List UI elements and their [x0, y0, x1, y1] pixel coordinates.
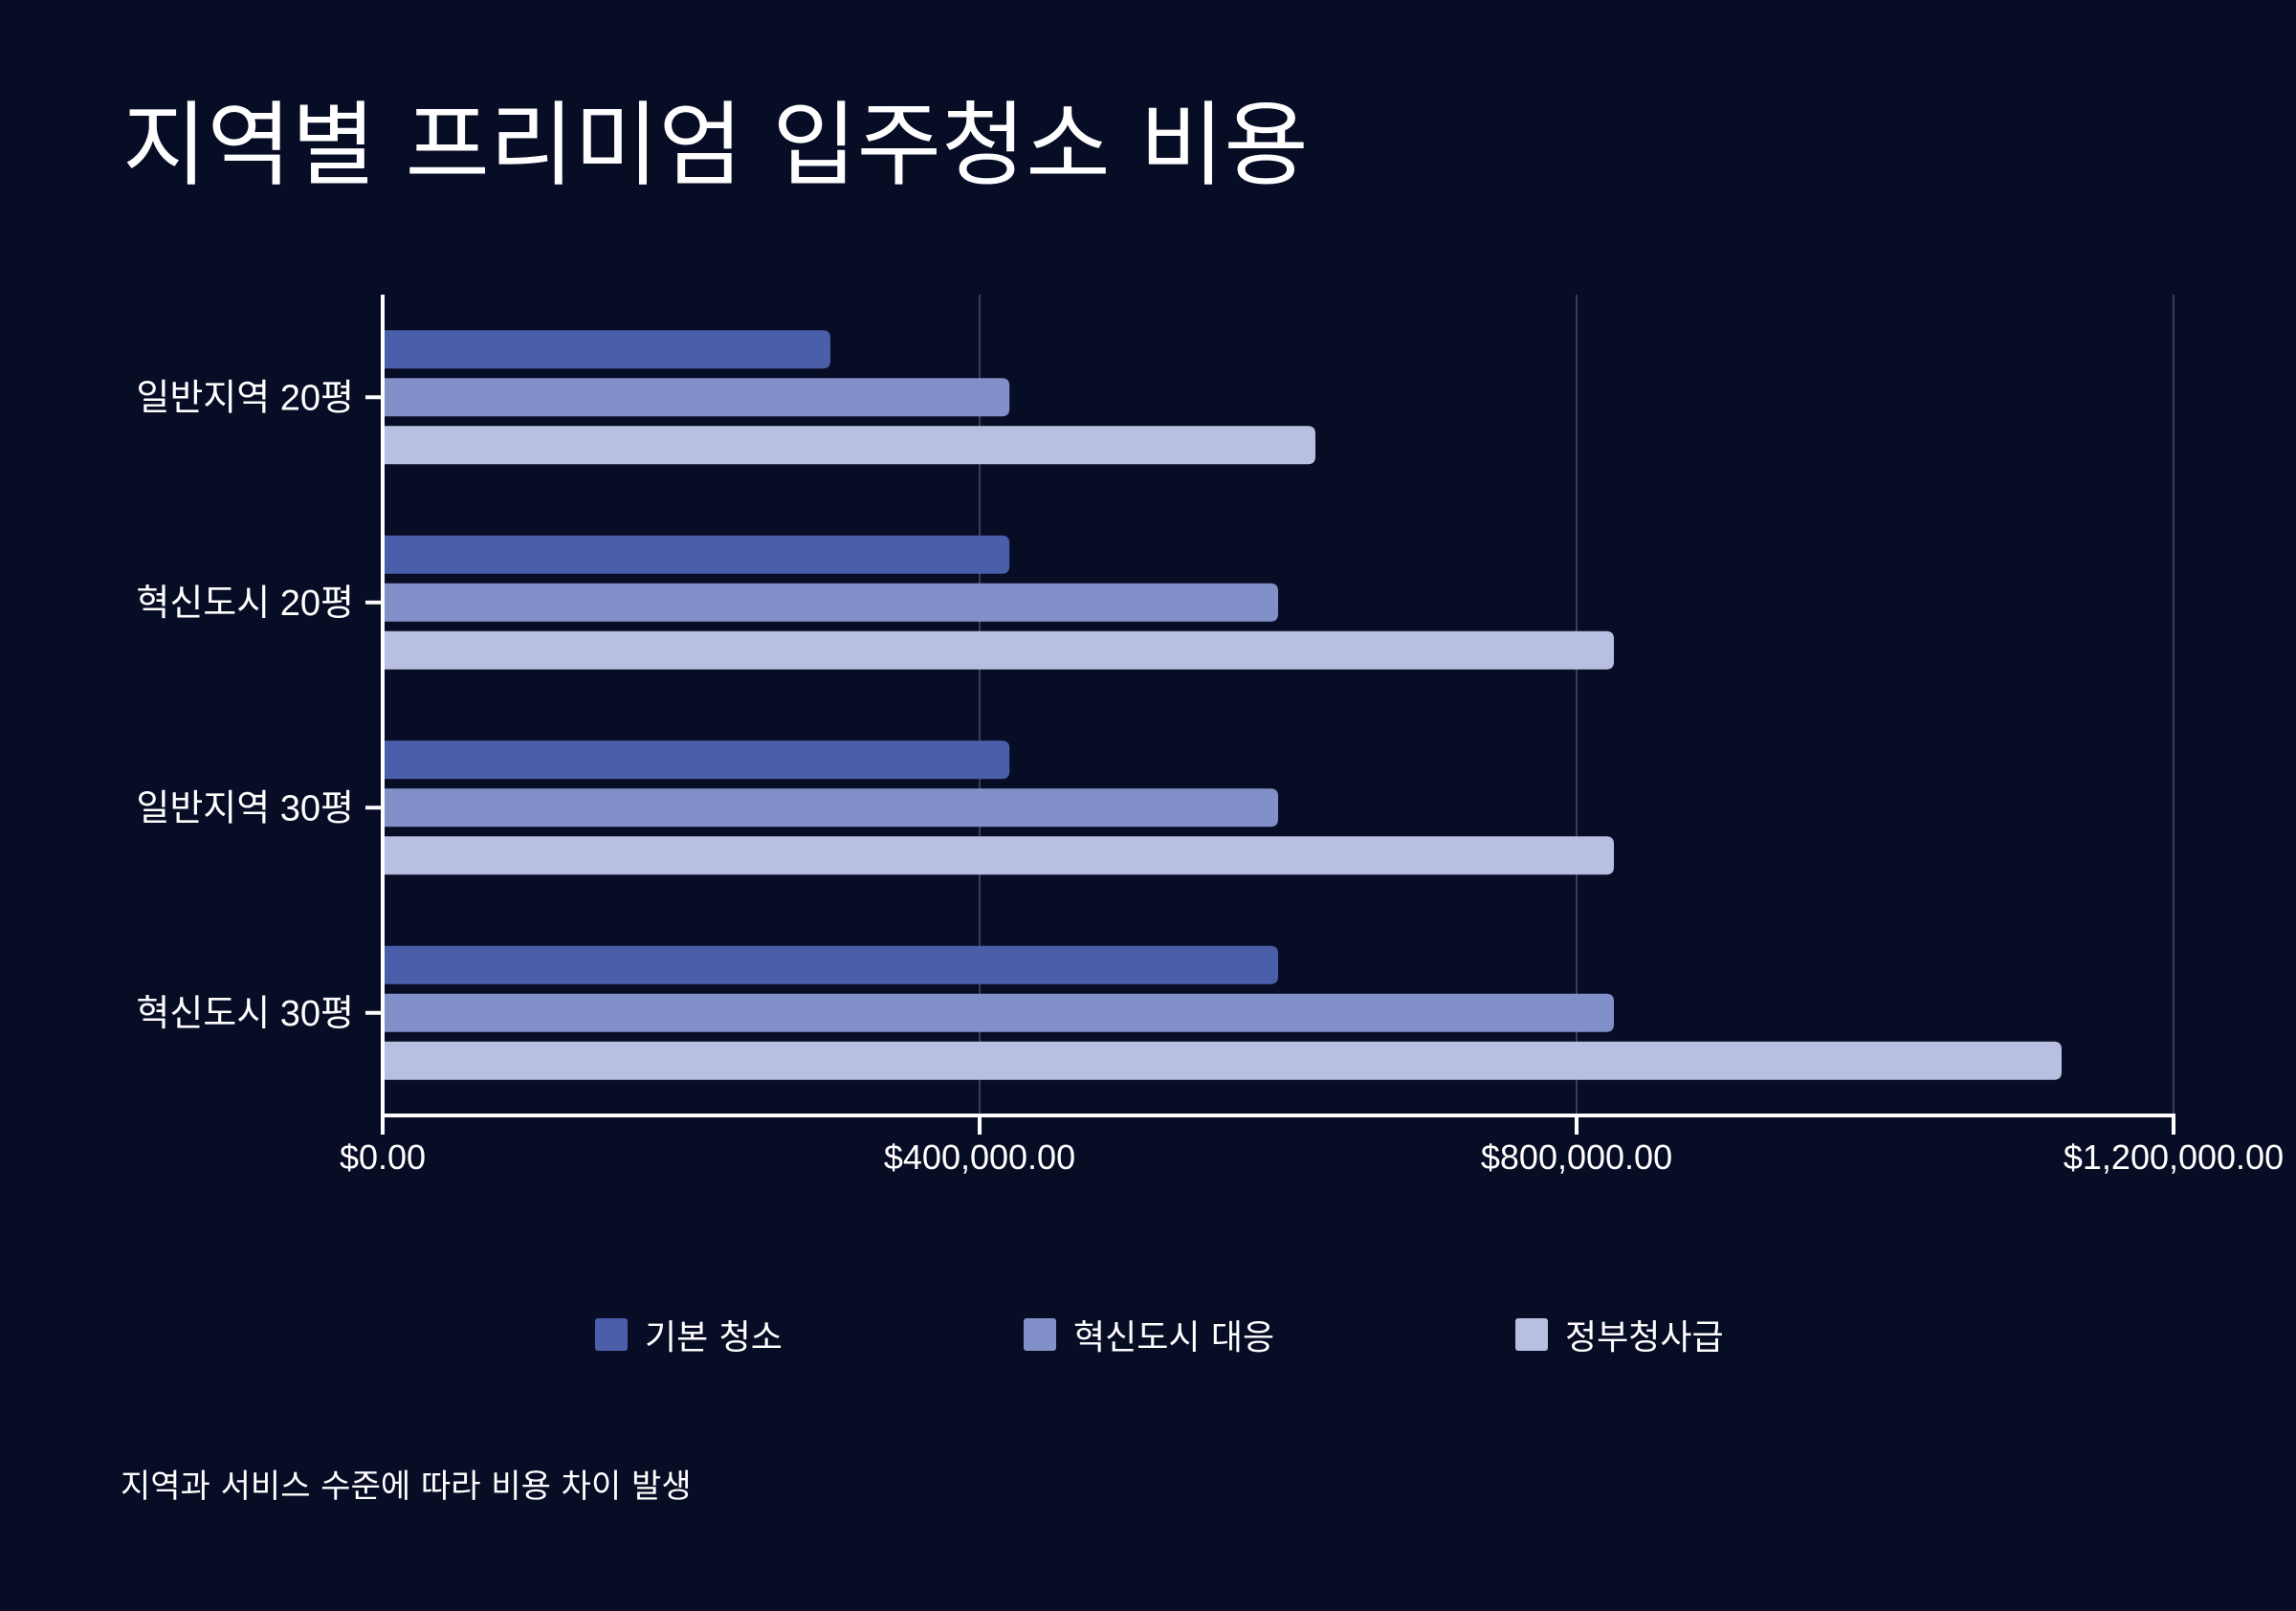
y-tick-label-2: 일반지역 30평 [136, 788, 354, 828]
legend-item-government: 정부청사급 [1515, 1311, 1724, 1358]
bar-2-2 [383, 836, 1614, 875]
y-tick-label-3: 혁신도시 30평 [136, 994, 354, 1034]
bar-2-0 [383, 740, 1010, 780]
legend-label-innovation: 혁신도시 대응 [1073, 1318, 1275, 1357]
bar-0-0 [383, 330, 830, 369]
x-tick-label-0: $0.00 [340, 1137, 426, 1177]
legend: 기본 청소 혁신도시 대응 정부청사급 [0, 1311, 2296, 1358]
legend-swatch-basic [595, 1318, 628, 1351]
x-tick-label-1: $400,000.00 [884, 1137, 1075, 1177]
footnote: 지역과 서비스 수준에 따라 비용 차이 발생 [121, 1468, 692, 1506]
chart-title: 지역별 프리미엄 입주청소 비용 [122, 92, 1309, 199]
bar-1-0 [383, 535, 1010, 574]
bar-3-1 [383, 993, 1614, 1032]
legend-swatch-innovation [1024, 1318, 1056, 1351]
bar-2-1 [383, 788, 1278, 828]
bar-1-1 [383, 583, 1278, 622]
bar-0-1 [383, 378, 1010, 417]
bar-1-2 [383, 630, 1614, 670]
y-tick-label-1: 혁신도시 20평 [136, 584, 354, 624]
bar-0-2 [383, 426, 1315, 465]
bar-3-0 [383, 945, 1278, 984]
legend-item-basic: 기본 청소 [595, 1311, 783, 1358]
legend-item-innovation: 혁신도시 대응 [1024, 1311, 1274, 1358]
bar-3-2 [383, 1041, 2062, 1080]
x-tick-label-2: $800,000.00 [1481, 1137, 1672, 1177]
legend-swatch-government [1515, 1318, 1548, 1351]
legend-label-government: 정부청사급 [1565, 1318, 1724, 1357]
y-tick-label-0: 일반지역 20평 [136, 378, 354, 418]
x-tick-label-3: $1,200,000.00 [2064, 1137, 2284, 1177]
legend-label-basic: 기본 청소 [645, 1318, 783, 1357]
